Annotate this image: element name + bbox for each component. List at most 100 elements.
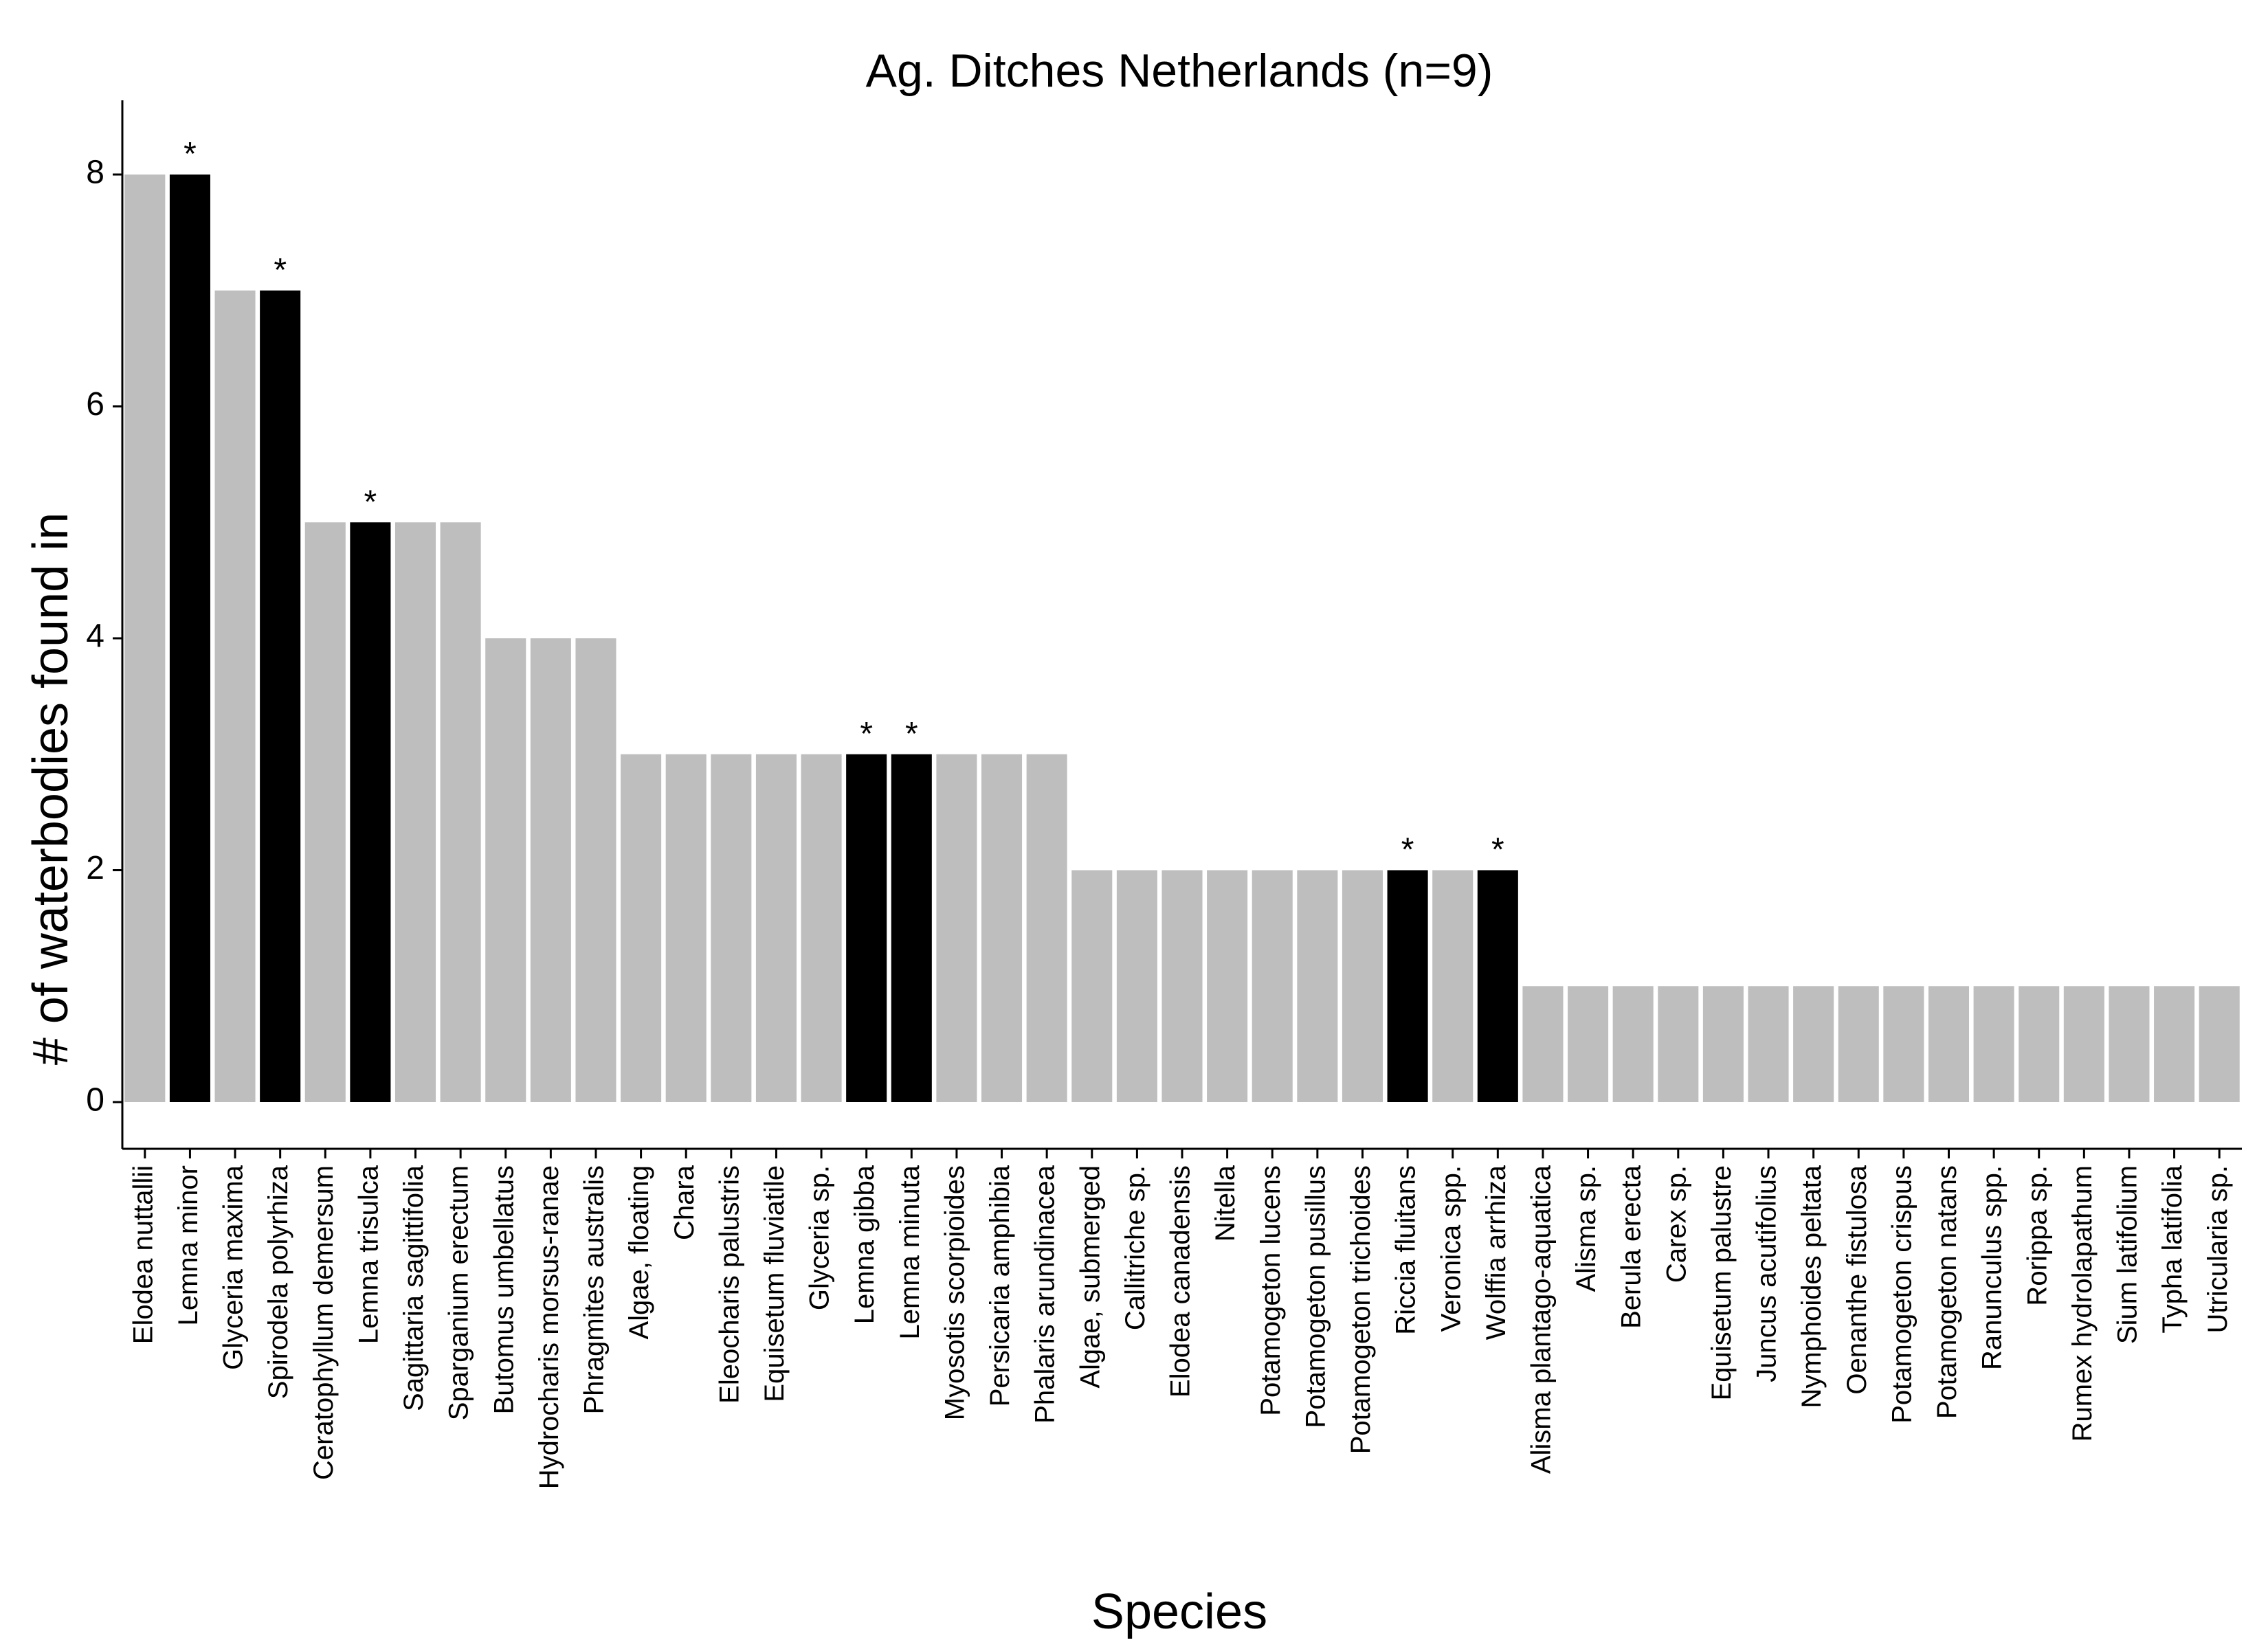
x-tick-label: Potamogeton trichoides xyxy=(1346,1165,1376,1454)
bar xyxy=(214,290,256,1102)
x-tick-label: Persicaria amphibia xyxy=(985,1165,1015,1406)
bar xyxy=(665,754,707,1102)
x-tick-label: Nymphoides peltata xyxy=(1797,1165,1827,1408)
bar xyxy=(2063,986,2104,1102)
bar xyxy=(846,754,887,1102)
x-tick-label: Utricularia sp. xyxy=(2203,1165,2233,1334)
y-tick-label: 4 xyxy=(86,618,104,655)
x-tick-label: Veronica spp. xyxy=(1436,1165,1466,1332)
bar xyxy=(394,522,436,1102)
bar xyxy=(1793,986,1834,1102)
x-tick-label: Lemna minuta xyxy=(895,1165,925,1339)
bar xyxy=(124,175,166,1102)
bar xyxy=(1973,986,2014,1102)
bar xyxy=(440,522,481,1102)
bar xyxy=(2109,986,2150,1102)
bar xyxy=(981,754,1023,1102)
x-tick-label: Eleocharis palustris xyxy=(714,1165,744,1404)
significance-markers: * * * * * * * xyxy=(184,136,1504,868)
x-tick-label: Potamogeton pusillus xyxy=(1300,1165,1331,1428)
x-tick-label: Alisma sp. xyxy=(1571,1165,1601,1292)
bar xyxy=(1387,870,1428,1102)
x-tick-label: Glyceria maxima xyxy=(219,1165,249,1370)
bar xyxy=(1522,986,1564,1102)
significance-marker: * xyxy=(1491,832,1504,868)
bar xyxy=(711,754,752,1102)
x-tick-label: Lemna gibba xyxy=(849,1165,880,1324)
x-tick-label: Spirodela polyrhiza xyxy=(263,1165,293,1399)
bar xyxy=(350,522,391,1102)
bar xyxy=(530,638,571,1102)
x-tick-label: Phragmites australis xyxy=(579,1165,610,1414)
significance-marker: * xyxy=(1401,832,1414,868)
chart-title: Ag. Ditches Netherlands (n=9) xyxy=(866,45,1493,97)
significance-marker: * xyxy=(184,136,197,172)
bars-group xyxy=(124,175,2240,1102)
x-axis-title: Species xyxy=(1091,1584,1267,1639)
x-tick-label: Sagittaria sagittifolia xyxy=(399,1165,429,1411)
x-tick-label: Sium latifolium xyxy=(2113,1165,2143,1344)
significance-marker: * xyxy=(274,252,287,289)
bar xyxy=(1297,870,1338,1102)
x-tick-label: Lemna trisulca xyxy=(353,1165,383,1344)
x-tick-label: Oenanthe fistulosa xyxy=(1842,1165,1872,1394)
x-tick-label: Rorippa sp. xyxy=(2022,1165,2052,1306)
x-tick-label: Hydrocharis morsus-ranae xyxy=(534,1165,564,1489)
bar xyxy=(1116,870,1157,1102)
bar xyxy=(1928,986,1970,1102)
bar xyxy=(1342,870,1383,1102)
x-tick-label: Nitella xyxy=(1210,1165,1241,1242)
significance-marker: * xyxy=(905,716,918,752)
bar xyxy=(1702,986,1744,1102)
y-axis: 0 2 4 6 8 xyxy=(86,100,124,1149)
bar xyxy=(1252,870,1293,1102)
x-tick-label: Phalaris arundinacea xyxy=(1030,1165,1060,1424)
x-tick-label: Sparganium erectum xyxy=(444,1165,474,1420)
bar xyxy=(755,754,797,1102)
bar xyxy=(1477,870,1518,1102)
x-tick-label: Rumex hydrolapathum xyxy=(2067,1165,2098,1442)
bar xyxy=(1026,754,1067,1102)
y-axis-title: # of waterbodies found in xyxy=(23,513,78,1066)
y-tick-label: 6 xyxy=(86,386,104,423)
bar xyxy=(2019,986,2060,1102)
x-tick-label: Equisetum palustre xyxy=(1706,1165,1737,1400)
bar xyxy=(260,290,301,1102)
x-tick-label: Lemna minor xyxy=(173,1165,203,1325)
bar xyxy=(2154,986,2195,1102)
bar xyxy=(1883,986,1924,1102)
bar xyxy=(1071,870,1113,1102)
bar xyxy=(304,522,346,1102)
x-tick-label: Equisetum fluviatile xyxy=(759,1165,790,1402)
bar xyxy=(1161,870,1203,1102)
bar xyxy=(169,175,210,1102)
bar xyxy=(801,754,842,1102)
x-tick-label: Berula erecta xyxy=(1616,1165,1647,1329)
y-tick-label: 8 xyxy=(86,155,104,191)
bar xyxy=(621,754,662,1102)
x-tick-label: Algae, submerged xyxy=(1075,1165,1105,1389)
x-tick-label: Myosotis scorpioides xyxy=(940,1165,970,1420)
bar xyxy=(575,638,616,1102)
bar xyxy=(2199,986,2240,1102)
x-tick-label: Glyceria sp. xyxy=(805,1165,835,1310)
bar xyxy=(891,754,932,1102)
bar xyxy=(1432,870,1474,1102)
x-tick-label: Elodea nuttallii xyxy=(128,1165,158,1344)
bar xyxy=(1568,986,1609,1102)
significance-marker: * xyxy=(860,716,873,752)
x-tick-label: Algae, floating xyxy=(624,1165,654,1340)
bar xyxy=(1612,986,1654,1102)
bar xyxy=(1748,986,1789,1102)
bar xyxy=(1658,986,1699,1102)
x-tick-label: Potamogeton natans xyxy=(1932,1165,1962,1419)
x-tick-label: Butomus umbellatus xyxy=(489,1165,519,1414)
x-tick-label: Riccia fluitans xyxy=(1391,1165,1421,1335)
x-tick-label: Alisma plantago-aquatica xyxy=(1526,1165,1557,1474)
x-tick-label: Potamogeton lucens xyxy=(1256,1165,1286,1416)
x-tick-label: Ranunculus spp. xyxy=(1977,1165,2008,1370)
x-tick-label: Juncus acutifolius xyxy=(1752,1165,1782,1382)
bar xyxy=(485,638,526,1102)
